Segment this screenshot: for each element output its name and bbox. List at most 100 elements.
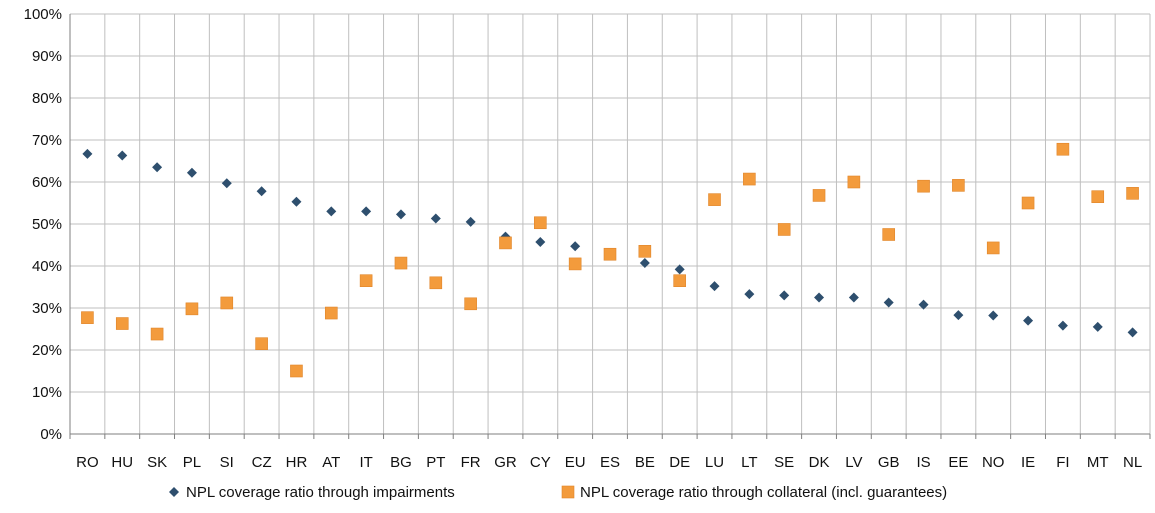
x-tick-label: NL [1123, 454, 1142, 471]
x-tick-labels: RO HU SK PL SI CZ HR AT IT BG PT FR GR CY EU ES BE DE LU LT… [76, 454, 1142, 471]
data-point-collateral [1056, 142, 1070, 156]
data-point-collateral [812, 189, 826, 202]
y-tick-label: 100% [24, 6, 62, 23]
x-tick-label: ES [600, 454, 620, 471]
x-tick-label: IE [1021, 454, 1035, 471]
axis-layer [69, 14, 1151, 439]
x-tick-label: DE [669, 454, 690, 471]
x-tick-label: RO [76, 454, 99, 471]
data-point-collateral [464, 297, 477, 311]
data-point-impairments [326, 206, 337, 217]
data-point-impairments [779, 290, 790, 301]
data-point-collateral [324, 306, 338, 320]
x-tick-label: PT [426, 454, 445, 471]
data-point-impairments [361, 206, 372, 217]
data-point-impairments [570, 241, 581, 252]
x-tick-label: BG [390, 454, 412, 471]
x-tick-label: HU [111, 454, 133, 471]
x-tick-label: FR [461, 454, 481, 471]
data-point-impairments [395, 209, 406, 220]
data-point-collateral [185, 302, 199, 316]
data-point-impairments [152, 162, 163, 173]
data-point-impairments [186, 167, 197, 178]
data-point-collateral [394, 256, 408, 270]
x-tick-label: PL [183, 454, 201, 471]
data-point-collateral [1091, 190, 1105, 203]
data-point-impairments [117, 150, 128, 161]
series-1 [82, 148, 1138, 338]
data-point-collateral [429, 276, 443, 290]
x-tick-label: EE [948, 454, 968, 471]
data-point-impairments [256, 186, 267, 197]
data-point-collateral [673, 274, 686, 288]
data-point-collateral [534, 216, 547, 230]
data-point-collateral [952, 179, 965, 192]
data-point-collateral [917, 179, 930, 193]
y-tick-label: 30% [32, 300, 62, 317]
data-point-collateral [499, 236, 512, 250]
x-tick-label: IT [359, 454, 372, 471]
data-point-impairments [430, 213, 441, 224]
y-tick-label: 50% [32, 216, 62, 233]
data-point-impairments [291, 196, 302, 207]
x-tick-label: MT [1087, 454, 1109, 471]
data-point-collateral [603, 247, 617, 261]
data-point-collateral [568, 257, 582, 271]
data-point-impairments [639, 258, 650, 269]
data-point-collateral [1021, 196, 1035, 210]
x-tick-label: CY [530, 454, 551, 471]
data-point-collateral [290, 364, 303, 378]
x-tick-label: DK [809, 454, 830, 471]
y-tick-label: 0% [40, 426, 62, 443]
x-tick-label: NO [982, 454, 1005, 471]
data-point-impairments [465, 216, 476, 227]
grid-layer [70, 13, 1151, 434]
data-point-impairments [535, 237, 546, 248]
data-point-impairments [814, 292, 825, 303]
data-point-collateral [638, 245, 652, 258]
data-point-impairments [988, 310, 999, 321]
y-tick-label: 10% [32, 384, 62, 401]
data-point-collateral [81, 311, 94, 324]
x-tick-label: GR [494, 454, 517, 471]
data-point-collateral [743, 172, 756, 186]
y-tick-label: 60% [32, 174, 62, 191]
data-point-impairments [918, 299, 929, 310]
data-point-collateral [115, 317, 129, 330]
data-point-collateral [150, 327, 164, 341]
legend-marker-collateral [561, 485, 575, 499]
data-point-impairments [221, 178, 232, 189]
y-tick-label: 40% [32, 258, 62, 275]
data-point-collateral [777, 223, 791, 236]
x-tick-label: BE [635, 454, 655, 471]
data-point-impairments [848, 292, 859, 303]
data-point-collateral [708, 193, 721, 206]
x-tick-label: IS [916, 454, 930, 471]
data-point-impairments [674, 264, 685, 275]
data-point-impairments [883, 297, 894, 308]
y-tick-label: 70% [32, 132, 62, 149]
data-point-impairments [953, 310, 964, 321]
data-point-impairments [1092, 321, 1103, 332]
x-tick-label: SI [220, 454, 234, 471]
data-point-impairments [1057, 320, 1068, 331]
data-point-collateral [359, 274, 373, 288]
data-point-collateral [255, 337, 268, 351]
x-tick-label: CZ [252, 454, 272, 471]
legend-label-impairments: NPL coverage ratio through impairments [186, 484, 455, 501]
x-tick-label: AT [322, 454, 340, 471]
legend: NPL coverage ratio through impairments NP… [169, 484, 947, 501]
y-tick-label: 80% [32, 90, 62, 107]
data-point-collateral [220, 296, 234, 310]
x-tick-label: LU [705, 454, 724, 471]
x-tick-label: LV [845, 454, 862, 471]
legend-marker-impairments [169, 487, 179, 497]
x-tick-label: HR [286, 454, 308, 471]
y-tick-label: 90% [32, 48, 62, 65]
x-tick-label: FI [1056, 454, 1069, 471]
data-point-impairments [744, 289, 755, 300]
data-point-impairments [1127, 327, 1138, 338]
y-tick-label: 20% [32, 342, 62, 359]
x-tick-label: SE [774, 454, 794, 471]
